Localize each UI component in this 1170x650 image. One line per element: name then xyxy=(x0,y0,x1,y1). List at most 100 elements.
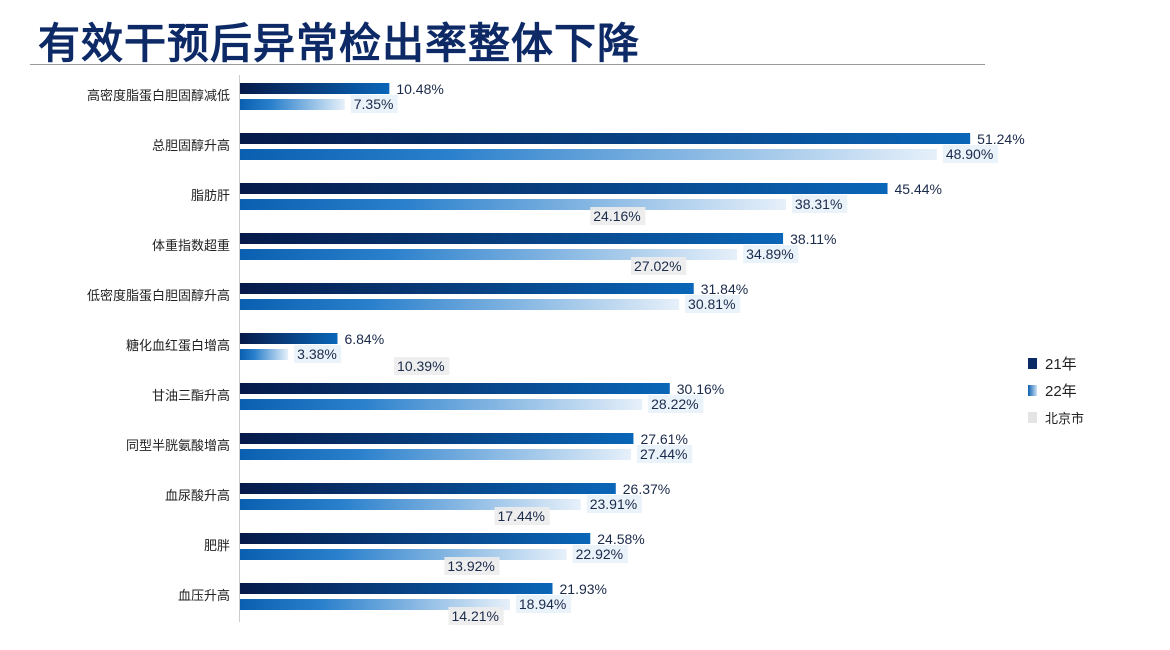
bar-21 xyxy=(240,333,338,344)
data-label-beijing: 24.16% xyxy=(593,208,640,224)
category-label: 高密度脂蛋白胆固醇减低 xyxy=(87,88,230,103)
data-label-21-bg xyxy=(637,430,693,448)
data-label-22: 38.31% xyxy=(795,196,842,212)
bar-22 xyxy=(240,449,632,460)
bar-22 xyxy=(240,99,345,110)
category-label: 总胆固醇升高 xyxy=(152,138,230,153)
data-label-beijing-bg xyxy=(448,607,504,625)
data-label-22-bg xyxy=(942,145,999,163)
data-label-21: 26.37% xyxy=(623,481,670,497)
data-label-21: 45.44% xyxy=(895,181,942,197)
title-divider xyxy=(30,64,985,65)
data-label-21: 21.93% xyxy=(560,581,607,597)
legend-item-21: 21年 xyxy=(1028,350,1084,377)
page-title: 有效干预后异常检出率整体下降 xyxy=(38,19,641,68)
category-label: 肥胖 xyxy=(204,538,230,553)
category-label: 糖化血红蛋白增高 xyxy=(126,338,230,353)
data-label-22-bg xyxy=(294,345,342,363)
bar-22 xyxy=(240,499,581,510)
legend-item-22: 22年 xyxy=(1028,377,1084,404)
data-label-22-bg xyxy=(515,595,572,613)
data-label-21-bg xyxy=(891,180,947,198)
bar-21 xyxy=(240,283,694,294)
data-label-21-bg xyxy=(974,130,1030,148)
data-label-beijing-bg xyxy=(494,507,550,525)
data-label-beijing: 10.39% xyxy=(397,358,444,374)
data-label-22: 48.90% xyxy=(946,146,993,162)
bar-22 xyxy=(240,299,680,310)
data-label-21: 31.84% xyxy=(701,281,748,297)
data-label-22-bg xyxy=(648,395,704,413)
category-label: 同型半胱氨酸增高 xyxy=(126,438,230,453)
data-label-21: 27.61% xyxy=(640,431,687,447)
data-label-22: 22.92% xyxy=(576,546,623,562)
bar-21 xyxy=(240,533,591,544)
bar-21 xyxy=(240,383,670,394)
data-label-22: 3.38% xyxy=(297,346,337,362)
category-label: 体重指数超重 xyxy=(152,238,230,253)
category-label: 血压升高 xyxy=(178,588,230,603)
legend-label: 22年 xyxy=(1045,383,1077,400)
data-label-21-bg xyxy=(341,330,389,348)
data-label-beijing-bg xyxy=(631,257,687,275)
data-label-21-bg xyxy=(393,80,449,98)
data-label-beijing: 14.21% xyxy=(451,608,498,624)
data-label-22: 28.22% xyxy=(651,396,698,412)
legend-swatch xyxy=(1028,358,1037,369)
data-label-21: 6.84% xyxy=(344,331,384,347)
bar-21 xyxy=(240,583,553,594)
category-label: 血尿酸升高 xyxy=(165,488,230,503)
data-label-22-bg xyxy=(791,195,848,213)
bar-21 xyxy=(240,183,888,194)
data-label-beijing-bg xyxy=(444,557,500,575)
bar-21 xyxy=(240,433,634,444)
legend-swatch xyxy=(1028,385,1037,396)
data-label-21-bg xyxy=(673,380,729,398)
bar-22 xyxy=(240,249,738,260)
data-label-beijing: 27.02% xyxy=(634,258,681,274)
category-label: 甘油三酯升高 xyxy=(152,388,230,403)
data-label-22-bg xyxy=(586,495,642,513)
data-label-22: 34.89% xyxy=(746,246,793,262)
data-label-21: 38.11% xyxy=(790,231,836,247)
data-label-21-bg xyxy=(594,530,650,548)
data-label-21: 30.16% xyxy=(677,381,724,397)
legend-label: 北京市 xyxy=(1045,411,1085,426)
bar-22 xyxy=(240,599,510,610)
category-label: 脂肪肝 xyxy=(191,188,230,203)
data-label-beijing-bg xyxy=(590,207,646,225)
data-label-beijing: 13.92% xyxy=(447,558,494,574)
legend-swatch xyxy=(1028,412,1037,423)
data-label-beijing: 17.44% xyxy=(498,508,545,524)
bar-22 xyxy=(240,549,567,560)
data-label-22: 30.81% xyxy=(688,296,735,312)
data-label-21: 10.48% xyxy=(396,81,443,97)
category-label: 低密度脂蛋白胆固醇升高 xyxy=(87,288,230,303)
data-label-22: 27.44% xyxy=(640,446,687,462)
bar-21 xyxy=(240,483,616,494)
bar-21 xyxy=(240,233,784,244)
data-label-beijing-bg xyxy=(394,357,450,375)
bar-21 xyxy=(240,83,390,94)
data-label-21: 24.58% xyxy=(597,531,644,547)
data-label-22-bg xyxy=(572,545,628,563)
data-label-21-bg xyxy=(556,580,612,598)
data-label-21: 51.24% xyxy=(977,131,1024,147)
bar-22 xyxy=(240,199,786,210)
data-label-22-bg xyxy=(743,245,799,263)
data-label-22-bg xyxy=(637,445,693,463)
bar-21 xyxy=(240,133,971,144)
data-label-21-bg xyxy=(619,480,675,498)
legend: 21年 22年 北京市 xyxy=(1028,350,1084,431)
legend-item-beijing: 北京市 xyxy=(1028,404,1084,431)
bar-22 xyxy=(240,149,937,160)
data-label-21-bg xyxy=(787,230,843,248)
data-label-21-bg xyxy=(697,280,753,298)
legend-label: 21年 xyxy=(1045,356,1077,373)
data-label-22-bg xyxy=(685,295,741,313)
data-label-22: 23.91% xyxy=(590,496,637,512)
data-label-22: 18.94% xyxy=(519,596,566,612)
bar-22 xyxy=(240,399,643,410)
data-label-22: 7.35% xyxy=(354,96,394,112)
